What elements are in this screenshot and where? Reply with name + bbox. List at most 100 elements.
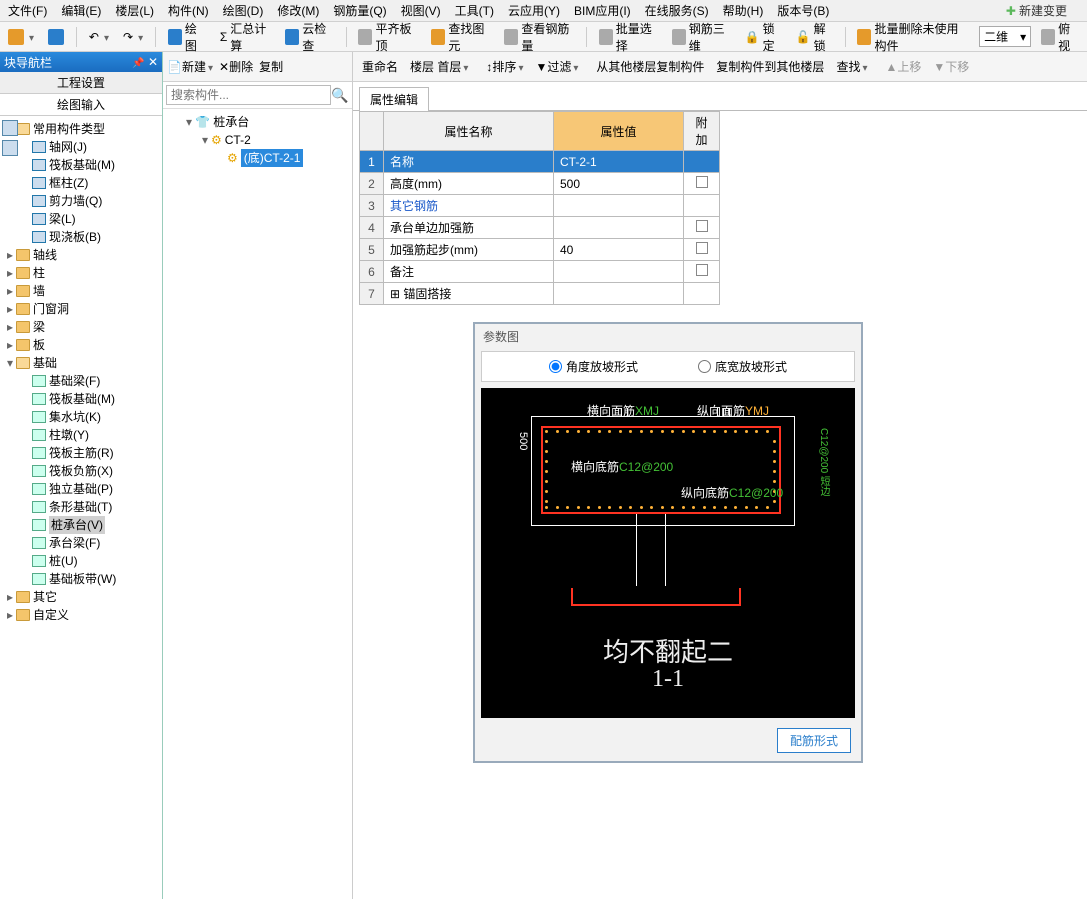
tree-cat[interactable]: 柱: [33, 264, 45, 282]
prop-name[interactable]: 高度(mm): [384, 173, 554, 195]
rebar-form-button[interactable]: 配筋形式: [777, 728, 851, 753]
tree-custom[interactable]: 自定义: [33, 606, 69, 624]
open-icon[interactable]: [4, 27, 38, 47]
top-view-button[interactable]: 俯视: [1037, 18, 1083, 56]
tree-other[interactable]: 其它: [33, 588, 57, 606]
tree-item[interactable]: 条形基础(T): [49, 498, 112, 516]
copy-to-button[interactable]: 复制构件到其他楼层: [713, 56, 827, 77]
menu-cloud[interactable]: 云应用(Y): [508, 2, 560, 19]
prop-value[interactable]: [554, 217, 684, 239]
menu-file[interactable]: 文件(F): [8, 2, 47, 19]
tree-item[interactable]: 筏板主筋(R): [49, 444, 114, 462]
unlock-button[interactable]: 🔓解锁: [792, 18, 837, 56]
menu-floor[interactable]: 楼层(L): [115, 2, 154, 19]
cloud-check-button[interactable]: 云检查: [281, 18, 337, 56]
menu-help[interactable]: 帮助(H): [723, 2, 764, 19]
tab-draw-input[interactable]: 绘图输入: [0, 94, 162, 116]
prop-name[interactable]: 加强筋起步(mm): [384, 239, 554, 261]
menu-rebar[interactable]: 钢筋量(Q): [333, 2, 386, 19]
comp-leaf-selected[interactable]: (底)CT-2-1: [241, 149, 304, 167]
prop-value[interactable]: [554, 261, 684, 283]
comp-child[interactable]: CT-2: [225, 131, 251, 149]
view-rebar-button[interactable]: 查看钢筋量: [500, 18, 578, 56]
mid-icon-1[interactable]: [2, 120, 18, 136]
copy-from-button[interactable]: 从其他楼层复制构件: [593, 56, 707, 77]
menu-draw[interactable]: 绘图(D): [223, 2, 264, 19]
menu-online[interactable]: 在线服务(S): [645, 2, 709, 19]
tree-item[interactable]: 桩(U): [49, 552, 78, 570]
find-button[interactable]: 查找: [833, 56, 870, 77]
tree-item[interactable]: 承台梁(F): [49, 534, 100, 552]
filter-button[interactable]: ▼过滤: [532, 56, 581, 77]
move-down-button[interactable]: ▼下移: [930, 56, 972, 77]
sum-calc-button[interactable]: Σ 汇总计算: [216, 18, 275, 56]
prop-add[interactable]: [684, 261, 720, 283]
tree-item[interactable]: 集水坑(K): [49, 408, 101, 426]
lock-button[interactable]: 🔒锁定: [741, 18, 786, 56]
prop-add[interactable]: [684, 151, 720, 173]
tree-item[interactable]: 桩承台(V): [49, 516, 105, 534]
tree-item[interactable]: 剪力墙(Q): [49, 192, 102, 210]
tab-property-edit[interactable]: 属性编辑: [359, 87, 429, 111]
mid-icon-2[interactable]: [2, 140, 18, 156]
close-icon[interactable]: ✕: [148, 55, 158, 69]
tree-item[interactable]: 基础梁(F): [49, 372, 100, 390]
flat-top-button[interactable]: 平齐板顶: [354, 18, 421, 56]
prop-name[interactable]: ⊞ 锚固搭接: [384, 283, 554, 305]
save-icon[interactable]: [44, 27, 68, 47]
tree-foundation[interactable]: 基础: [33, 354, 57, 372]
floor-combo[interactable]: 楼层 首层: [407, 56, 471, 77]
search-icon[interactable]: 🔍: [331, 87, 349, 104]
tree-common-types[interactable]: 常用构件类型: [33, 120, 105, 138]
prop-name[interactable]: 名称: [384, 151, 554, 173]
tab-project-settings[interactable]: 工程设置: [0, 72, 162, 94]
tree-cat[interactable]: 门窗洞: [33, 300, 69, 318]
tree-item[interactable]: 独立基础(P): [49, 480, 113, 498]
sort-button[interactable]: ↕排序: [483, 56, 526, 77]
comp-root[interactable]: 👕 桩承台: [195, 113, 249, 131]
menu-version[interactable]: 版本号(B): [777, 2, 829, 19]
checkbox[interactable]: [696, 242, 708, 254]
menu-component[interactable]: 构件(N): [168, 2, 209, 19]
prop-add[interactable]: [684, 239, 720, 261]
batch-delete-button[interactable]: 批量删除未使用构件: [853, 18, 973, 56]
tree-item[interactable]: 筏板基础(M): [49, 390, 115, 408]
prop-name[interactable]: 其它钢筋: [384, 195, 554, 217]
draw-button[interactable]: 绘图: [164, 18, 210, 56]
view-mode-combo[interactable]: 二维▾: [979, 26, 1031, 47]
prop-name[interactable]: 备注: [384, 261, 554, 283]
prop-add[interactable]: [684, 217, 720, 239]
find-elem-button[interactable]: 查找图元: [427, 18, 494, 56]
menu-view[interactable]: 视图(V): [401, 2, 441, 19]
prop-value[interactable]: CT-2-1: [554, 151, 684, 173]
prop-add[interactable]: [684, 283, 720, 305]
checkbox[interactable]: [696, 220, 708, 232]
menu-tool[interactable]: 工具(T): [455, 2, 494, 19]
menu-modify[interactable]: 修改(M): [277, 2, 319, 19]
instance-tree[interactable]: ▾👕 桩承台 ▾⚙CT-2 ⚙(底)CT-2-1: [163, 109, 352, 899]
tree-cat[interactable]: 板: [33, 336, 45, 354]
prop-value[interactable]: 500: [554, 173, 684, 195]
tree-item[interactable]: 筏板基础(M): [49, 156, 115, 174]
tree-item[interactable]: 筏板负筋(X): [49, 462, 113, 480]
tree-item[interactable]: 轴网(J): [49, 138, 87, 156]
radio-width-slope[interactable]: 底宽放坡形式: [698, 358, 787, 375]
tree-cat[interactable]: 梁: [33, 318, 45, 336]
batch-select-button[interactable]: 批量选择: [595, 18, 662, 56]
tree-item[interactable]: 框柱(Z): [49, 174, 88, 192]
menu-bim[interactable]: BIM应用(I): [574, 2, 631, 19]
radio-angle-slope[interactable]: 角度放坡形式: [549, 358, 638, 375]
tree-item[interactable]: 柱墩(Y): [49, 426, 89, 444]
tree-item[interactable]: 梁(L): [49, 210, 76, 228]
move-up-button[interactable]: ▲上移: [882, 56, 924, 77]
rename-button[interactable]: 重命名: [359, 56, 401, 77]
tree-item[interactable]: 基础板带(W): [49, 570, 116, 588]
undo-icon[interactable]: ↶: [85, 28, 113, 46]
prop-add[interactable]: [684, 195, 720, 217]
redo-icon[interactable]: ↷: [119, 28, 147, 46]
tree-cat[interactable]: 墙: [33, 282, 45, 300]
prop-value[interactable]: [554, 195, 684, 217]
pin-icon[interactable]: 📌: [132, 58, 144, 69]
prop-value[interactable]: 40: [554, 239, 684, 261]
checkbox[interactable]: [696, 176, 708, 188]
